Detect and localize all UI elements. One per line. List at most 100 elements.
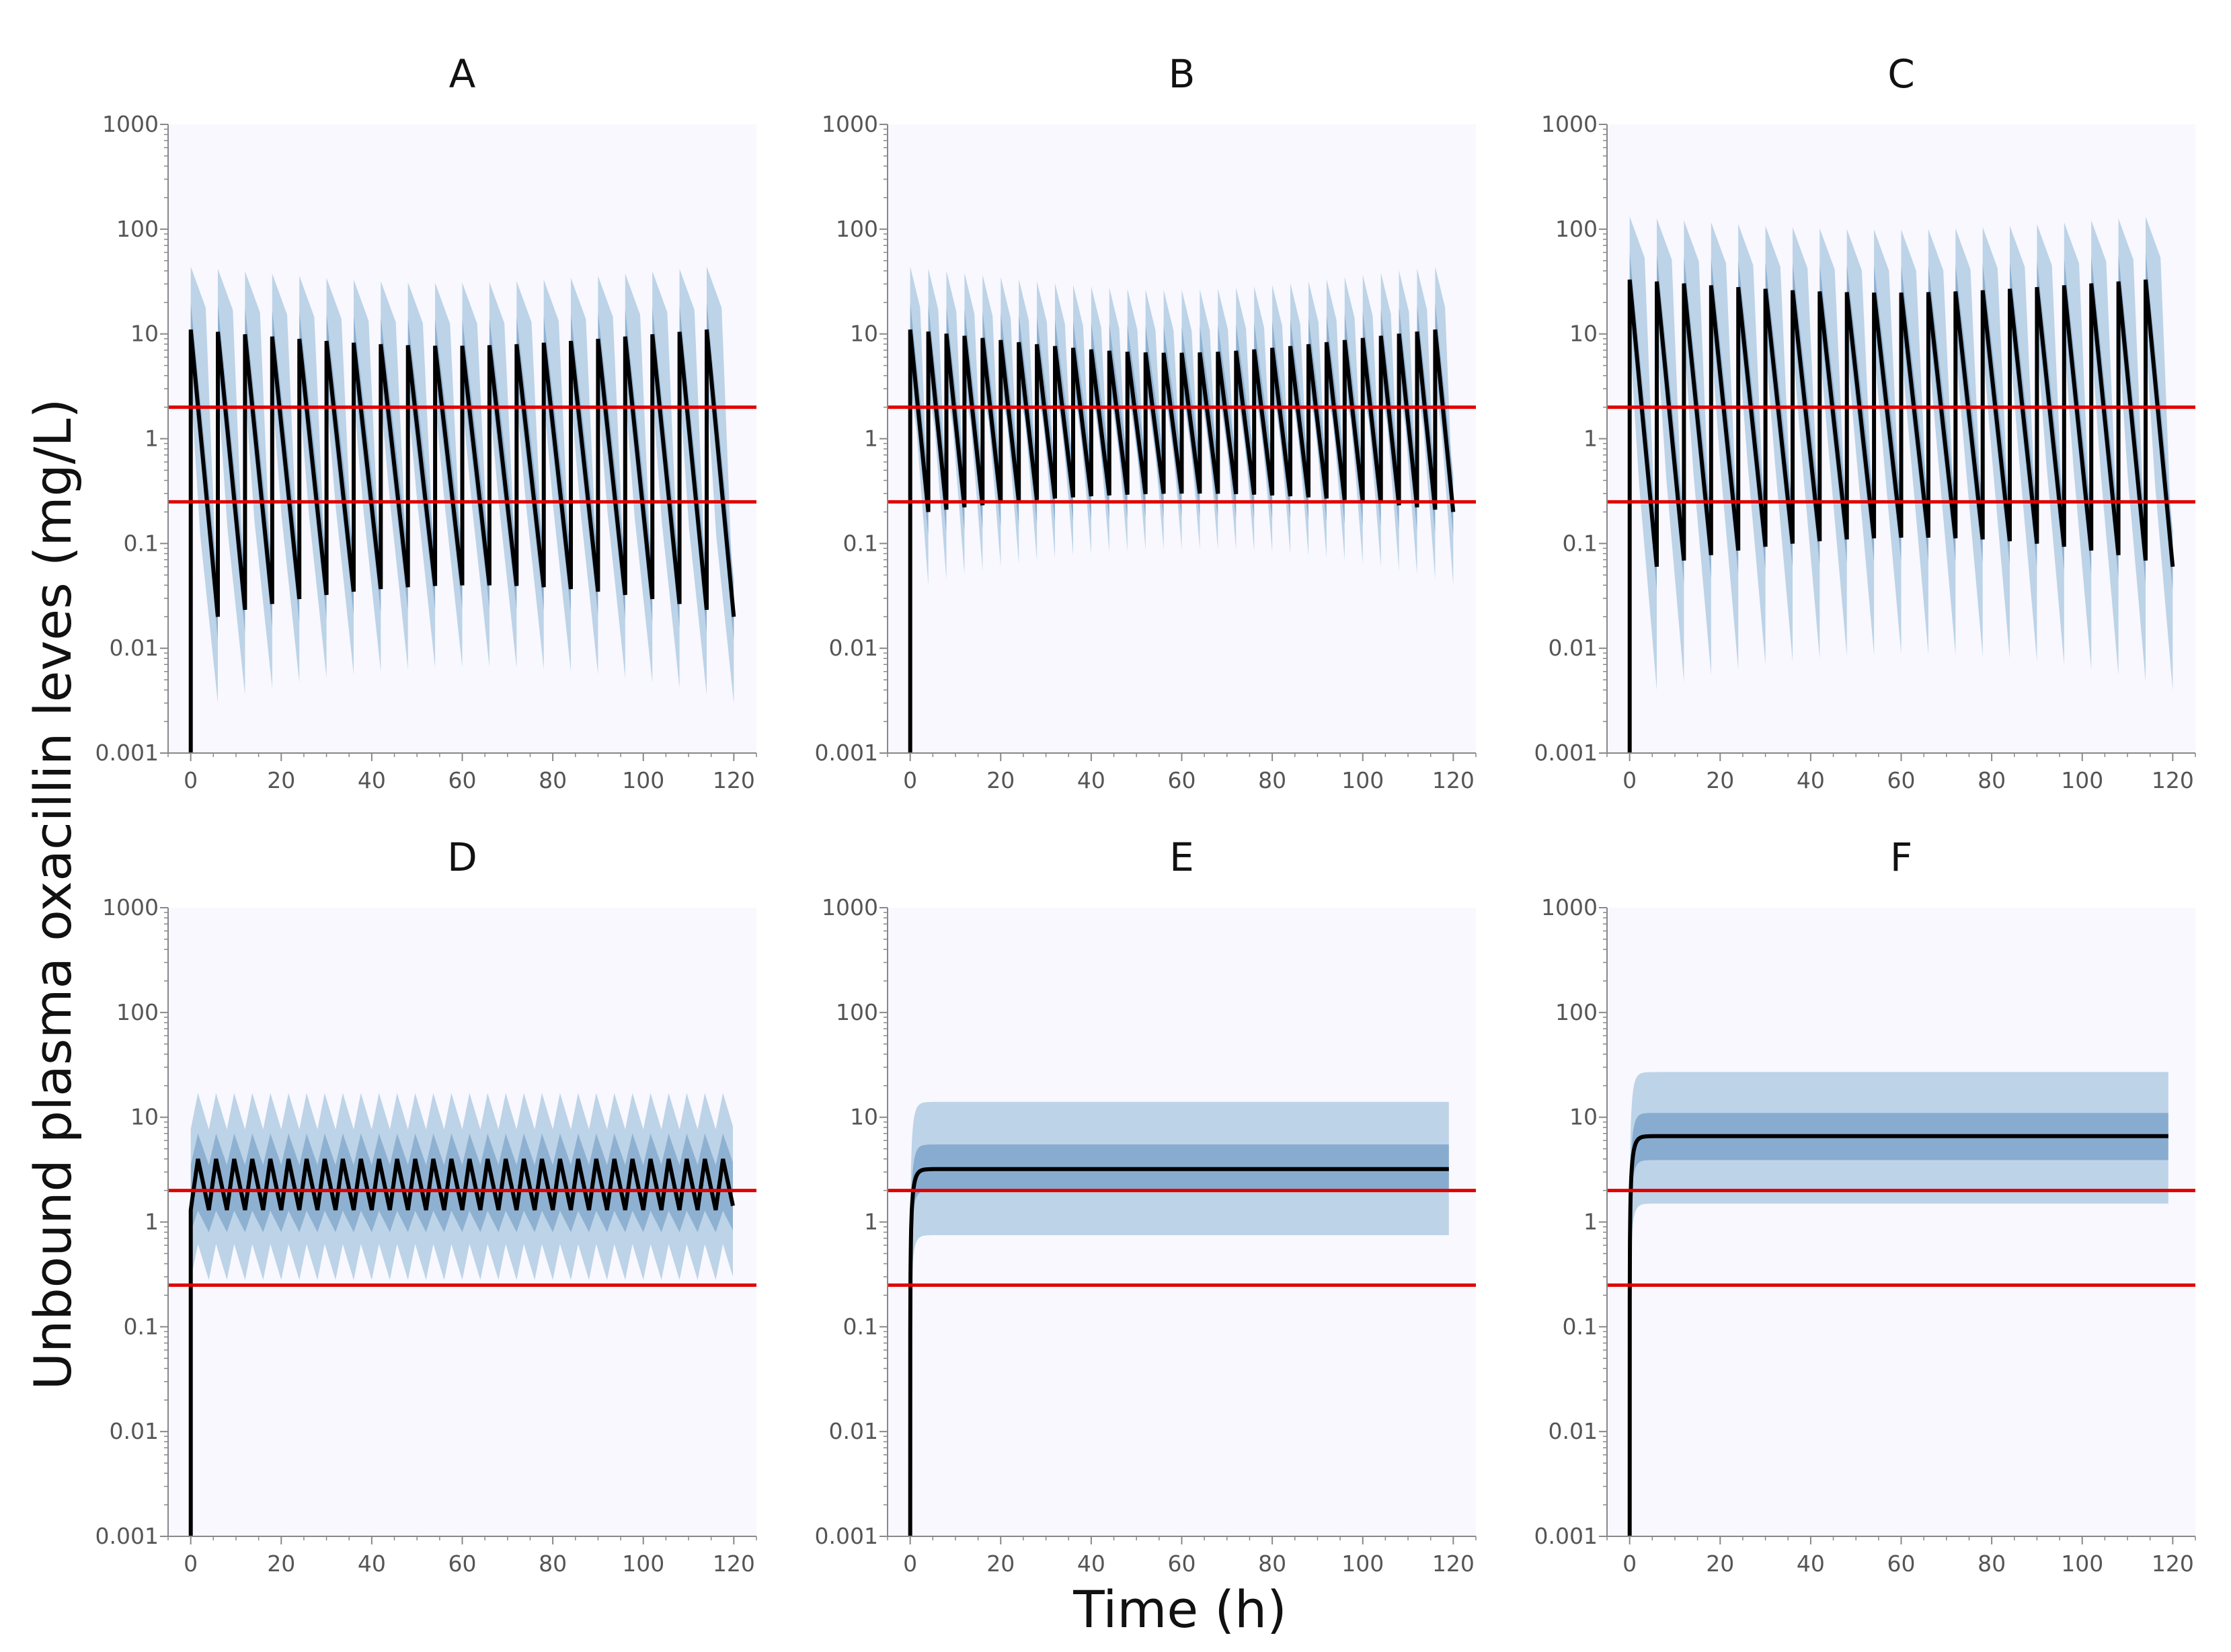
panel-d: D 1000 100 10 1 0.1 0.01 0.001 0 20 40 60 80 100 120 [95, 834, 757, 1577]
x-tick-label: 60 [1887, 767, 1916, 793]
y-tick-label: 1 [145, 426, 159, 452]
panel-title: D [447, 834, 477, 880]
plot-content [908, 266, 1456, 753]
median-line [188, 329, 736, 753]
y-tick-label: 1000 [102, 894, 159, 920]
band-inner [910, 1144, 1449, 1353]
plot-content [188, 266, 736, 753]
y-tick-label: 0.01 [1549, 635, 1598, 661]
x-tick-label: 20 [1706, 767, 1734, 793]
x-tick-label: 60 [448, 1550, 477, 1577]
x-tick-label: 80 [539, 767, 567, 793]
y-tick-label: 100 [116, 216, 159, 242]
y-tick-label: 100 [1555, 999, 1598, 1025]
x-tick-label: 120 [1432, 767, 1475, 793]
band-inner [190, 1133, 733, 1232]
x-tick-label: 100 [622, 767, 664, 793]
y-tick-label: 0.1 [843, 530, 878, 556]
y-tick-label: 10 [850, 321, 878, 347]
y-tick-label: 10 [1569, 321, 1598, 347]
panel-title: F [1890, 834, 1912, 880]
panel-title: C [1887, 51, 1915, 97]
y-tick-label: 0.01 [829, 1418, 878, 1444]
median-line [1627, 1134, 2168, 1536]
y-tick-label: 100 [836, 999, 878, 1025]
x-tick-label: 20 [267, 1550, 295, 1577]
panel-e: E 1000 100 10 1 0.1 0.01 0.001 0 20 40 60 80 100 120 [815, 834, 1477, 1577]
median-line [188, 1158, 735, 1536]
x-axis-title: Time (h) [1072, 1579, 1287, 1639]
y-tick-label: 10 [130, 1104, 159, 1130]
y-tick-label: 1 [864, 1209, 878, 1235]
y-tick-label: 0.001 [815, 740, 878, 766]
x-tick-label: 0 [184, 1550, 198, 1577]
x-tick-label: 120 [713, 1550, 755, 1577]
plot-area [1607, 908, 2195, 1536]
band-inner [1629, 1113, 2168, 1323]
x-tick-label: 120 [2152, 1550, 2194, 1577]
plot-content [1627, 217, 2175, 753]
y-tick-label: 1 [864, 426, 878, 452]
x-tick-label: 20 [1706, 1550, 1734, 1577]
x-tick-label: 0 [903, 1550, 917, 1577]
x-tick-label: 40 [1797, 767, 1825, 793]
plot-content [188, 1093, 735, 1536]
y-tick-label: 10 [850, 1104, 878, 1130]
x-tick-label: 40 [1077, 1550, 1105, 1577]
panel-c: C 1000 100 10 1 0.1 0.01 0.001 0 20 40 60 80 100 120 [1534, 51, 2196, 793]
x-tick-label: 120 [1432, 1550, 1475, 1577]
y-tick-label: 0.001 [1534, 1523, 1598, 1549]
y-axis-title: Unbound plasma oxacillin leves (mg/L) [23, 399, 83, 1390]
y-tick-label: 0.01 [110, 1418, 159, 1444]
x-tick-label: 80 [1978, 767, 2006, 793]
x-tick-label: 100 [622, 1550, 664, 1577]
x-tick-label: 0 [903, 767, 917, 793]
x-tick-label: 60 [1887, 1550, 1916, 1577]
y-tick-label: 0.1 [1563, 1313, 1598, 1339]
x-tick-label: 0 [1622, 1550, 1637, 1577]
y-tick-label: 10 [1569, 1104, 1598, 1130]
x-tick-label: 120 [713, 767, 755, 793]
y-tick-label: 1000 [1541, 894, 1598, 920]
x-tick-label: 40 [1797, 1550, 1825, 1577]
y-tick-label: 0.01 [829, 635, 878, 661]
x-tick-label: 20 [986, 767, 1015, 793]
x-tick-label: 120 [2152, 767, 2194, 793]
x-tick-label: 40 [358, 767, 386, 793]
x-tick-label: 40 [358, 1550, 386, 1577]
y-tick-label: 0.001 [1534, 740, 1598, 766]
y-tick-label: 0.01 [110, 635, 159, 661]
y-tick-label: 0.01 [1549, 1418, 1598, 1444]
x-tick-label: 100 [1341, 1550, 1384, 1577]
panel-b: B 1000 100 10 1 0.1 0.01 0.001 0 20 40 60 80 100 120 [815, 51, 1477, 793]
y-tick-label: 0.1 [843, 1313, 878, 1339]
y-tick-label: 1 [1583, 1209, 1598, 1235]
y-tick-label: 10 [130, 321, 159, 347]
panel-a: A 1000 100 10 1 0.1 0.01 0.001 0 20 40 60 80 100 120 [95, 51, 757, 793]
x-tick-label: 80 [1978, 1550, 2006, 1577]
x-tick-label: 40 [1077, 767, 1105, 793]
y-tick-label: 100 [836, 216, 878, 242]
x-tick-label: 80 [1258, 767, 1286, 793]
x-tick-label: 100 [1341, 767, 1384, 793]
y-tick-label: 1000 [822, 894, 878, 920]
y-tick-label: 1000 [1541, 111, 1598, 137]
y-tick-label: 0.001 [95, 740, 159, 766]
panel-title: E [1169, 834, 1194, 880]
median-line [908, 1167, 1449, 1536]
panel-f: F 1000 100 10 1 0.1 0.01 0.001 0 20 40 60 80 100 120 [1534, 834, 2196, 1577]
panel-title: B [1169, 51, 1196, 97]
x-tick-label: 100 [2061, 1550, 2103, 1577]
y-tick-label: 1000 [822, 111, 878, 137]
y-tick-label: 0.001 [815, 1523, 878, 1549]
plot-content [1627, 1072, 2168, 1536]
panel-title: A [449, 51, 476, 97]
x-tick-label: 60 [1168, 767, 1196, 793]
x-tick-label: 80 [1258, 1550, 1286, 1577]
y-tick-label: 1000 [102, 111, 159, 137]
median-line [1627, 279, 2175, 753]
x-tick-label: 0 [1622, 767, 1637, 793]
y-tick-label: 0.1 [1563, 530, 1598, 556]
x-tick-label: 60 [448, 767, 477, 793]
